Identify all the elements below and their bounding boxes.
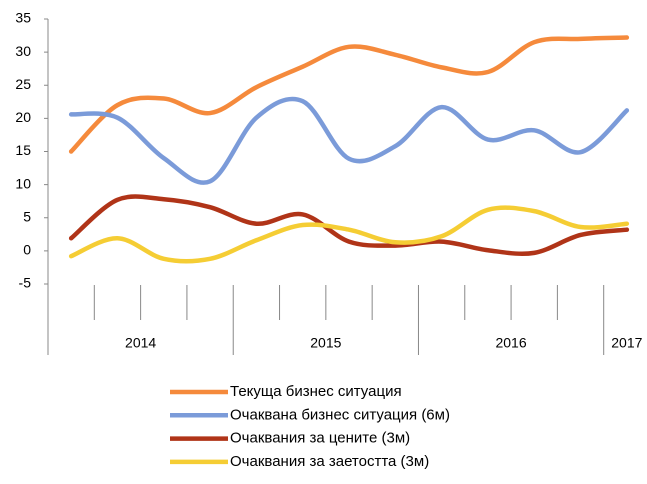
series-line <box>68 194 630 257</box>
y-tick-label: 10 <box>15 175 31 191</box>
legend-label: Очаквана бизнес ситуация (6м) <box>230 406 450 423</box>
series-line <box>68 35 630 154</box>
legend-label: Текуща бизнес ситуация <box>230 383 402 400</box>
y-tick-label: -5 <box>19 275 32 291</box>
y-tick-label: 20 <box>15 109 31 125</box>
series-line <box>68 205 630 264</box>
y-tick-label: 5 <box>23 208 31 224</box>
y-tick-label: 15 <box>15 142 31 158</box>
y-tick-label: 0 <box>23 242 31 258</box>
year-label: 2016 <box>495 335 526 351</box>
year-label: 2015 <box>310 335 341 351</box>
legend-label: Очаквания за цените (3м) <box>230 430 410 447</box>
year-label: 2017 <box>611 335 642 351</box>
y-tick-label: 30 <box>15 43 31 59</box>
series-line <box>68 96 630 185</box>
year-label: 2014 <box>125 335 156 351</box>
y-tick-label: 25 <box>15 76 31 92</box>
legend-label: Очаквания за заетостта (3м) <box>230 453 429 470</box>
y-tick-label: 35 <box>15 10 31 26</box>
